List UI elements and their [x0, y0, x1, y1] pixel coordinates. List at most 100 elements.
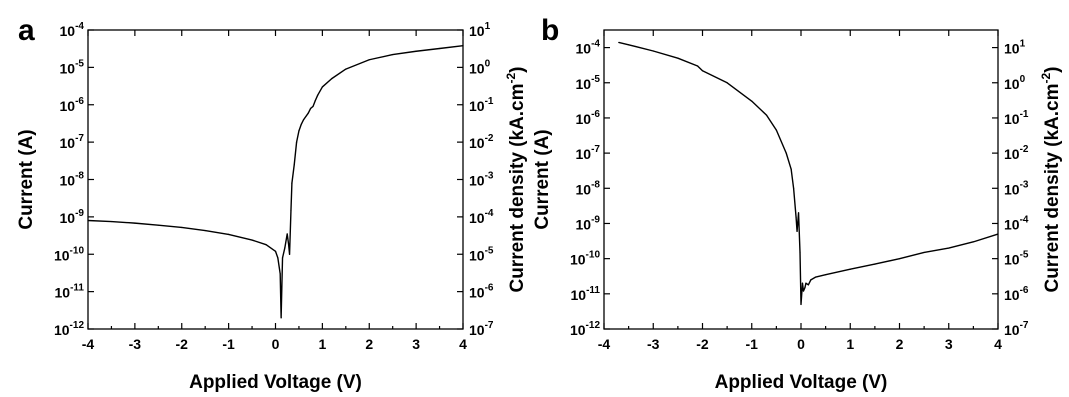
- data-point: [997, 233, 999, 235]
- x-tick-label: 1: [846, 336, 854, 352]
- y-right-tick-base: 10: [1004, 252, 1020, 268]
- data-point: [157, 224, 159, 226]
- data-point: [288, 253, 291, 255]
- y-tick-label: 10-10: [570, 250, 600, 268]
- y-tick-label: 10-4: [576, 39, 601, 57]
- x-tick-label: -1: [222, 336, 235, 352]
- y-tick-label: 10-8: [576, 179, 601, 197]
- y-right-axis-title-exponent: -2: [504, 72, 518, 83]
- data-point: [291, 182, 293, 184]
- data-point: [307, 112, 309, 114]
- y-right-tick-label: 10-7: [1004, 320, 1029, 338]
- data-point: [415, 50, 417, 52]
- data-point: [317, 94, 319, 96]
- y-right-tick-label: 10-6: [1004, 285, 1029, 303]
- y-right-tick-label: 10-1: [469, 96, 494, 114]
- data-point: [303, 119, 305, 121]
- chart-panel-a: a-4 -3 -2 -1 0 1 2 3 410-1210-1110-1010-910-810-…: [16, 14, 528, 393]
- data-point: [795, 216, 797, 218]
- chart-panel-b: b-4 -3 -2 -1 0 1 2 3 410-1210-1110-1010-910-810-…: [532, 14, 1063, 393]
- y-right-tick-base: 10: [1004, 216, 1020, 232]
- x-tick-label: 1: [318, 336, 326, 352]
- data-point: [181, 226, 183, 229]
- data-point: [652, 50, 654, 52]
- data-point: [286, 233, 288, 235]
- x-tick-label: -1: [746, 336, 759, 352]
- x-tick-label: -4: [598, 336, 611, 352]
- panel-label: b: [541, 14, 559, 47]
- y-tick-label: 10-6: [60, 96, 85, 114]
- y-tick-base: 10: [54, 247, 70, 263]
- x-axis-title: Applied Voltage (V): [715, 372, 888, 393]
- data-point: [392, 53, 394, 56]
- x-tick-label: 2: [896, 336, 904, 352]
- y-tick-base: 10: [60, 60, 76, 76]
- data-point: [677, 57, 679, 59]
- x-tick-label: 0: [272, 336, 280, 352]
- data-point: [765, 114, 768, 116]
- y-right-axis-title-suffix: ): [507, 66, 528, 72]
- y-tick-exponent: -10: [586, 250, 601, 261]
- data-point: [290, 209, 292, 211]
- y-right-tick-base: 10: [469, 285, 485, 301]
- y-tick-base: 10: [60, 23, 76, 39]
- plot-frame: [87, 29, 464, 330]
- y-tick-exponent: -11: [586, 285, 600, 296]
- y-right-tick-exponent: -3: [1020, 179, 1029, 190]
- y-tick-label: 10-8: [60, 171, 85, 189]
- data-point: [134, 222, 136, 224]
- y-tick-base: 10: [60, 135, 76, 151]
- y-right-tick-exponent: -2: [485, 133, 494, 144]
- data-point: [281, 257, 284, 259]
- data-point: [726, 82, 728, 84]
- data-point: [251, 239, 253, 241]
- x-tick-label: -2: [176, 336, 189, 352]
- y-tick-base: 10: [60, 98, 76, 114]
- y-right-tick-base: 10: [1004, 76, 1020, 92]
- y-right-tick-label: 10-5: [469, 245, 494, 263]
- x-tick-label: 3: [412, 336, 420, 352]
- data-point: [274, 250, 277, 252]
- data-point: [312, 105, 314, 108]
- y-tick-exponent: -6: [75, 96, 84, 107]
- data-point: [796, 230, 798, 232]
- y-tick-base: 10: [571, 287, 587, 303]
- data-point: [972, 241, 974, 243]
- data-point: [279, 273, 281, 275]
- y-right-tick-base: 10: [469, 60, 485, 76]
- y-right-tick-label: 10-4: [1004, 214, 1029, 232]
- data-point: [793, 187, 795, 189]
- y-right-tick-label: 10-2: [469, 133, 494, 151]
- data-point: [314, 99, 316, 102]
- data-point: [618, 41, 620, 44]
- y-right-tick-label: 101: [469, 21, 491, 39]
- y-tick-label: 10-9: [60, 208, 85, 226]
- data-point: [790, 168, 792, 170]
- data-point: [628, 44, 630, 46]
- data-point: [696, 65, 699, 67]
- data-point: [110, 220, 113, 223]
- y-right-tick-exponent: -7: [485, 320, 494, 331]
- data-point: [204, 229, 206, 232]
- y-right-tick-base: 10: [1004, 287, 1020, 303]
- y-right-axis-title: Current density (kA.cm-2): [504, 66, 528, 292]
- y-tick-label: 10-12: [570, 320, 600, 338]
- y-tick-exponent: -9: [591, 214, 600, 225]
- y-tick-base: 10: [60, 210, 76, 226]
- data-point: [801, 282, 804, 284]
- y-tick-base: 10: [60, 173, 76, 189]
- y-tick-base: 10: [576, 146, 592, 162]
- y-tick-exponent: -8: [75, 171, 84, 182]
- y-tick-label: 10-5: [576, 74, 601, 92]
- y-tick-label: 10-11: [55, 283, 85, 301]
- y-right-tick-exponent: -4: [485, 208, 494, 219]
- y-right-tick-exponent: 0: [485, 58, 491, 69]
- y-right-axis-title-text: Current density (kA.cm: [1042, 83, 1063, 292]
- y-right-tick-label: 10-5: [1004, 250, 1029, 268]
- y-tick-exponent: -6: [591, 109, 600, 120]
- y-right-tick-label: 10-4: [469, 208, 494, 226]
- y-right-tick-base: 10: [1004, 41, 1020, 57]
- y-tick-label: 10-12: [54, 320, 84, 338]
- data-point: [331, 78, 333, 80]
